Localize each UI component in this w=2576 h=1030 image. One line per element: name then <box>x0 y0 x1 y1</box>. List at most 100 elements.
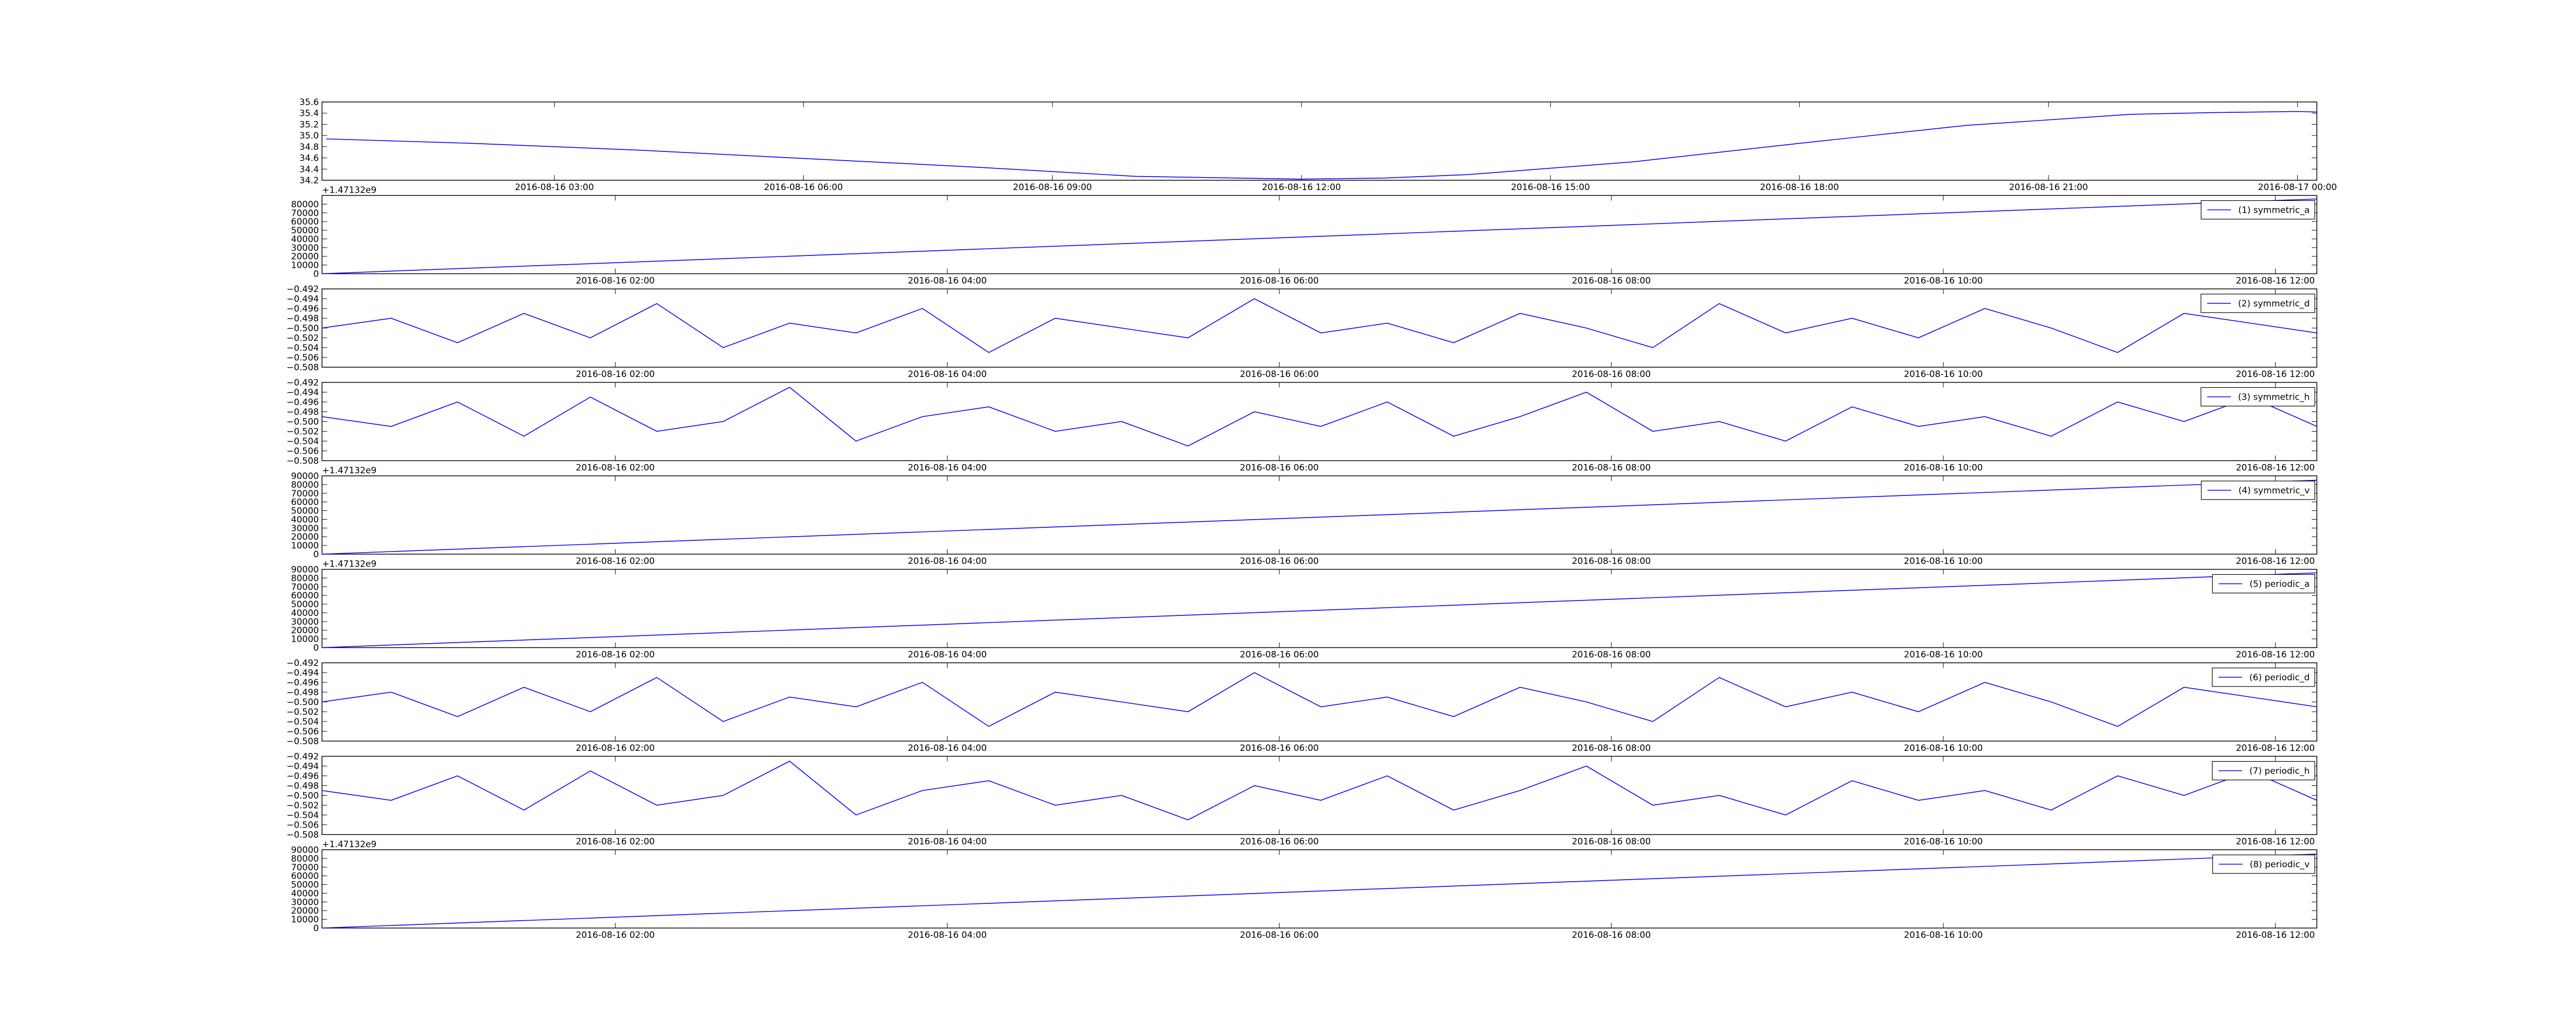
y-offset-label: +1.47132e9 <box>322 185 377 196</box>
x-tick-label: 2016-08-16 02:00 <box>576 463 655 473</box>
series-line <box>321 853 2317 929</box>
x-tick-label: 2016-08-16 04:00 <box>908 369 987 380</box>
x-tick-label: 2016-08-16 04:00 <box>908 556 987 566</box>
y-tick-label: −0.496 <box>286 398 319 408</box>
legend: (6) periodic_d <box>2212 667 2315 687</box>
y-tick-label: 35.2 <box>299 119 319 130</box>
y-tick-label: −0.500 <box>286 323 319 334</box>
y-tick-label: 60000 <box>291 591 319 601</box>
y-tick-label: 35.4 <box>299 109 319 119</box>
plot-area <box>321 569 2317 648</box>
y-tick-label: −0.494 <box>286 668 319 678</box>
y-tick-label: −0.506 <box>286 820 319 831</box>
y-tick-label: 34.2 <box>299 176 319 186</box>
plot-area <box>321 849 2317 929</box>
y-tick-label: 30000 <box>291 897 319 907</box>
y-tick-label: 50000 <box>291 506 319 517</box>
x-tick-label: 2016-08-16 08:00 <box>1572 930 1651 940</box>
x-tick-label: 2016-08-16 08:00 <box>1572 369 1651 380</box>
y-tick-label: −0.502 <box>286 427 319 437</box>
plot-area <box>321 475 2317 555</box>
y-tick-label: −0.502 <box>286 801 319 811</box>
y-tick-label: 80000 <box>291 480 319 490</box>
x-tick-label: 2016-08-16 06:00 <box>1240 556 1319 566</box>
x-tick-label: 2016-08-16 02:00 <box>576 369 655 380</box>
y-tick-label: 80000 <box>291 199 319 210</box>
plot-area <box>321 101 2317 181</box>
y-tick-label: 40000 <box>291 514 319 525</box>
legend-label: (8) periodic_v <box>2250 860 2310 870</box>
series-line <box>321 672 2317 727</box>
x-tick-label: 2016-08-16 03:00 <box>515 182 594 193</box>
y-tick-label: −0.500 <box>286 417 319 427</box>
x-tick-label: 2016-08-16 08:00 <box>1572 837 1651 847</box>
y-tick-label: −0.508 <box>286 736 319 747</box>
y-tick-label: −0.504 <box>286 343 319 353</box>
legend-label: (2) symmetric_d <box>2238 299 2310 309</box>
y-tick-label: 90000 <box>291 845 319 855</box>
y-tick-label: 90000 <box>291 471 319 482</box>
y-tick-label: −0.492 <box>286 378 319 388</box>
x-tick-label: 2016-08-16 06:00 <box>764 182 843 193</box>
x-tick-label: 2016-08-16 06:00 <box>1240 463 1319 473</box>
x-tick-label: 2016-08-16 10:00 <box>1904 556 1982 566</box>
x-tick-label: 2016-08-16 06:00 <box>1240 930 1319 940</box>
y-offset-label: +1.47132e9 <box>322 466 377 476</box>
x-tick-label: 2016-08-16 02:00 <box>576 837 655 847</box>
x-tick-label: 2016-08-16 12:00 <box>2236 930 2315 940</box>
plot-area <box>321 382 2317 461</box>
x-tick-label: 2016-08-16 08:00 <box>1572 650 1651 660</box>
y-tick-label: 70000 <box>291 208 319 218</box>
y-tick-label: 50000 <box>291 226 319 236</box>
y-tick-label: 0 <box>313 550 319 560</box>
x-tick-label: 2016-08-16 04:00 <box>908 837 987 847</box>
y-tick-label: 90000 <box>291 565 319 575</box>
y-tick-label: 34.8 <box>299 142 319 152</box>
y-tick-label: 80000 <box>291 573 319 583</box>
y-tick-label: −0.496 <box>286 678 319 688</box>
y-tick-label: −0.508 <box>286 363 319 373</box>
y-offset-label: +1.47132e9 <box>322 839 377 850</box>
y-tick-label: 70000 <box>291 863 319 873</box>
plot-area <box>321 195 2317 274</box>
x-tick-label: 2016-08-16 15:00 <box>1511 182 1590 193</box>
x-tick-label: 2016-08-16 06:00 <box>1240 837 1319 847</box>
y-tick-label: 30000 <box>291 243 319 253</box>
y-tick-label: 40000 <box>291 888 319 899</box>
legend: (3) symmetric_h <box>2200 387 2315 407</box>
x-tick-label: 2016-08-16 06:00 <box>1240 650 1319 660</box>
legend: (5) periodic_a <box>2212 574 2315 594</box>
y-offset-label: +1.47132e9 <box>322 559 377 570</box>
y-tick-label: −0.504 <box>286 437 319 447</box>
x-tick-label: 2016-08-16 21:00 <box>2009 182 2088 193</box>
y-tick-label: −0.506 <box>286 447 319 457</box>
x-tick-label: 2016-08-16 10:00 <box>1904 837 1982 847</box>
x-tick-label: 2016-08-16 18:00 <box>1760 182 1839 193</box>
x-tick-label: 2016-08-16 02:00 <box>576 743 655 753</box>
y-tick-label: −0.498 <box>286 314 319 324</box>
x-tick-label: 2016-08-16 04:00 <box>908 743 987 753</box>
x-tick-label: 2016-08-16 10:00 <box>1904 930 1982 940</box>
y-tick-label: −0.500 <box>286 697 319 708</box>
x-tick-label: 2016-08-16 08:00 <box>1572 276 1651 286</box>
y-tick-label: 40000 <box>291 608 319 619</box>
y-tick-label: −0.502 <box>286 707 319 717</box>
x-tick-label: 2016-08-16 09:00 <box>1013 182 1092 193</box>
y-tick-label: 70000 <box>291 582 319 592</box>
x-tick-label: 2016-08-16 08:00 <box>1572 556 1651 566</box>
y-tick-label: −0.492 <box>286 658 319 668</box>
y-tick-label: −0.498 <box>286 688 319 698</box>
x-tick-label: 2016-08-16 12:00 <box>2236 556 2315 566</box>
y-tick-label: 0 <box>313 269 319 280</box>
legend: (4) symmetric_v <box>2201 480 2315 500</box>
x-tick-label: 2016-08-16 02:00 <box>576 276 655 286</box>
x-tick-label: 2016-08-16 12:00 <box>2236 463 2315 473</box>
x-tick-label: 2016-08-16 08:00 <box>1572 463 1651 473</box>
x-tick-label: 2016-08-17 00:00 <box>2258 182 2337 193</box>
x-tick-label: 2016-08-16 10:00 <box>1904 463 1982 473</box>
x-tick-label: 2016-08-16 06:00 <box>1240 743 1319 753</box>
y-tick-label: 60000 <box>291 871 319 882</box>
x-tick-label: 2016-08-16 06:00 <box>1240 369 1319 380</box>
x-tick-label: 2016-08-16 10:00 <box>1904 650 1982 660</box>
